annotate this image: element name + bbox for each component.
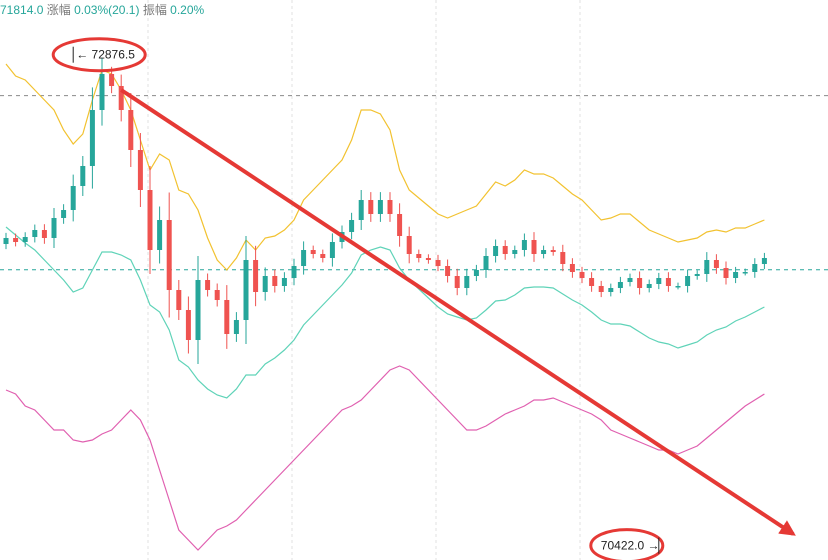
- candle-body: [406, 236, 412, 254]
- candle-body: [224, 300, 230, 334]
- candle-body: [89, 110, 95, 166]
- candle-body: [137, 150, 143, 190]
- candle-body: [560, 252, 566, 264]
- candle-body: [397, 214, 403, 236]
- reference-lines: [0, 95, 828, 271]
- candle-body: [310, 250, 316, 254]
- candle-body: [541, 250, 547, 254]
- change-label: 涨幅: [46, 3, 71, 17]
- candle-body: [243, 260, 249, 320]
- candle-body: [61, 210, 67, 218]
- candle-body: [733, 272, 739, 278]
- candle-body: [377, 200, 383, 214]
- candle-body: [627, 278, 633, 282]
- bollinger-bands: [5, 63, 765, 551]
- low-price-circle: [589, 528, 665, 560]
- candle-body: [454, 276, 460, 288]
- candle-body: [579, 272, 585, 278]
- candle-body: [598, 286, 604, 292]
- candle-body: [416, 254, 422, 258]
- candle-body: [205, 280, 211, 290]
- candle-body: [233, 320, 239, 334]
- candle-body: [502, 246, 508, 254]
- candle-body: [3, 238, 9, 244]
- candle-body: [608, 288, 614, 292]
- candle-body: [473, 270, 479, 276]
- candle-body: [281, 278, 287, 286]
- high-price-circle: [51, 37, 147, 73]
- candle-body: [493, 246, 499, 256]
- candle-body: [253, 260, 259, 292]
- candle-body: [128, 110, 134, 150]
- amplitude-label: 振幅: [142, 3, 167, 17]
- candle-body: [80, 166, 86, 186]
- candle-body: [358, 200, 364, 220]
- change-value: 0.03%(20.1): [74, 3, 140, 17]
- candle-body: [521, 240, 527, 250]
- candle-body: [176, 290, 182, 310]
- candle-body: [291, 266, 297, 278]
- current-price: 71814.0: [0, 3, 44, 17]
- candle-body: [195, 280, 201, 340]
- candle-body: [41, 230, 47, 238]
- candle-body: [109, 74, 115, 86]
- candle-body: [742, 272, 748, 274]
- middle-band-line: [5, 226, 765, 399]
- candle-body: [617, 282, 623, 288]
- trend-arrow: [120, 88, 796, 536]
- candle-body: [685, 276, 691, 286]
- grid-lines: [147, 0, 581, 560]
- candle-body: [301, 250, 307, 266]
- candle-body: [752, 264, 758, 272]
- candles: [3, 58, 767, 364]
- candle-body: [512, 250, 518, 254]
- candle-body: [185, 310, 191, 340]
- candle-body: [387, 200, 393, 214]
- candle-body: [569, 264, 575, 272]
- candle-body: [166, 220, 172, 290]
- candle-body: [272, 276, 278, 286]
- candle-body: [320, 254, 326, 258]
- candle-body: [694, 274, 700, 276]
- candle-body: [214, 290, 220, 300]
- candle-body: [713, 260, 719, 268]
- candle-body: [157, 220, 163, 250]
- candle-body: [646, 284, 652, 288]
- amplitude-value: 0.20%: [170, 3, 205, 17]
- candle-body: [637, 278, 643, 288]
- candle-body: [118, 86, 124, 110]
- high-price-label: ← 72876.5: [76, 48, 135, 62]
- candle-body: [445, 266, 451, 276]
- candle-body: [435, 260, 441, 266]
- candle-body: [704, 260, 710, 274]
- candle-body: [13, 238, 19, 242]
- candle-body: [656, 278, 662, 284]
- candle-body: [262, 276, 268, 292]
- candle-body: [665, 278, 671, 286]
- candle-body: [349, 220, 355, 232]
- candle-body: [368, 200, 374, 214]
- candle-body: [32, 230, 38, 237]
- candle-body: [464, 276, 470, 288]
- candle-body: [531, 240, 537, 254]
- candle-body: [723, 268, 729, 278]
- price-info-bar: 71814.0 涨幅 0.03%(20.1) 振幅 0.20%: [0, 2, 204, 18]
- candle-body: [675, 286, 681, 288]
- candle-body: [589, 278, 595, 286]
- candle-body: [550, 250, 556, 252]
- candle-body: [329, 242, 335, 258]
- candle-body: [483, 256, 489, 270]
- candle-body: [99, 74, 105, 110]
- candle-body: [425, 258, 431, 260]
- low-price-label: 70422.0 →: [601, 539, 660, 553]
- candle-body: [147, 190, 153, 250]
- candle-body: [70, 186, 76, 210]
- candle-body: [22, 237, 28, 242]
- candle-body: [761, 258, 767, 264]
- lower-band-line: [5, 365, 765, 551]
- annotations: ← 72876.5 70422.0 →: [51, 37, 796, 560]
- candle-body: [51, 218, 57, 238]
